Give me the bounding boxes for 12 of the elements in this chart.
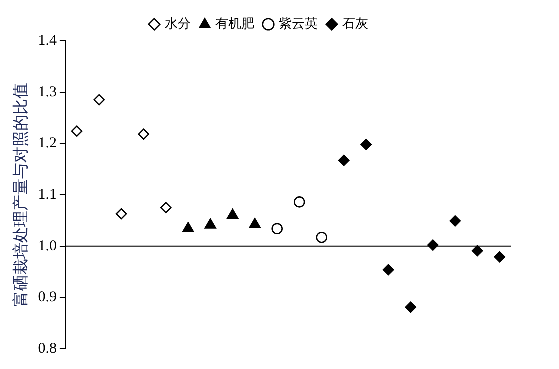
y-tick-label: 1.1: [38, 186, 57, 203]
y-tick-label: 1.0: [38, 238, 57, 254]
legend-label: 水分: [165, 16, 191, 31]
y-axis-title: 富硒栽培处理产量与对照的比值: [12, 83, 30, 307]
y-tick-label: 0.8: [38, 340, 57, 357]
legend-label: 有机肥: [216, 16, 254, 31]
legend-label: 石灰: [342, 16, 368, 31]
y-tick-label: 1.2: [38, 136, 57, 152]
y-tick-label: 1.4: [38, 32, 58, 49]
y-tick-label: 1.3: [38, 84, 57, 100]
legend-label: 紫云英: [279, 16, 318, 31]
y-tick-label: 0.9: [38, 290, 57, 306]
